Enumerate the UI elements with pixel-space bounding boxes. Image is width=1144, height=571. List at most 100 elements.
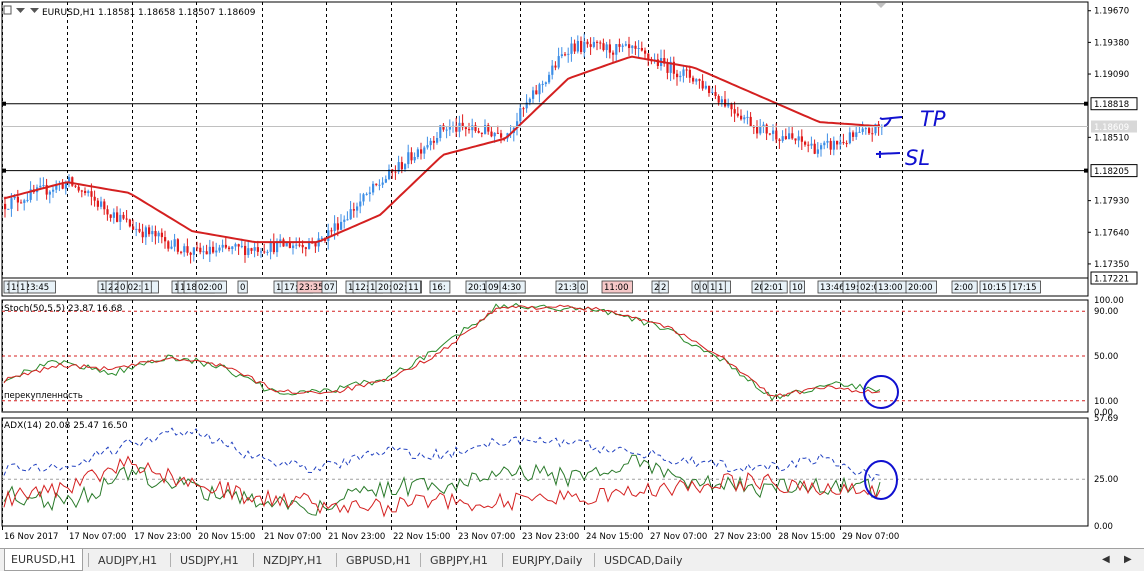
- tab-scroll-right-icon[interactable]: ▶: [1124, 554, 1132, 565]
- bull-candle: [855, 132, 858, 137]
- bull-candle: [621, 45, 624, 47]
- bull-candle: [439, 125, 442, 138]
- bear-candle: [628, 44, 631, 49]
- bull-candle: [320, 237, 323, 239]
- tab-eurusd-h1[interactable]: EURUSD,H1: [4, 549, 83, 571]
- hline-handle-icon: [2, 101, 6, 106]
- bull-candle: [541, 83, 544, 85]
- sl-bracket-drawing: [875, 151, 901, 158]
- bear-candle: [656, 59, 659, 66]
- x-axis-label: 16 Nov 2017: [4, 532, 58, 542]
- bear-candle: [352, 209, 355, 211]
- bull-candle: [266, 251, 269, 253]
- bear-candle: [164, 237, 167, 242]
- time-strip-label: 11: [408, 283, 419, 293]
- bear-candle: [756, 126, 759, 134]
- price-axis-label: 1.17350: [1094, 260, 1129, 270]
- bear-candle: [71, 177, 74, 186]
- bear-candle: [736, 113, 739, 116]
- bear-candle: [199, 247, 202, 253]
- stoch-main-line: [3, 302, 881, 402]
- time-strip-label: 1: [180, 283, 185, 293]
- bull-candle: [340, 221, 343, 230]
- bear-candle: [301, 244, 304, 248]
- bear-candle: [461, 122, 464, 128]
- bull-candle: [87, 191, 90, 194]
- adx-axis-label: 57.69: [1094, 414, 1118, 424]
- time-strip-label: 0: [580, 283, 585, 293]
- bear-candle: [477, 130, 480, 133]
- bear-candle: [96, 200, 99, 207]
- bull-candle: [874, 124, 877, 134]
- current-price-label: 1.18609: [1094, 123, 1129, 133]
- bear-candle: [618, 44, 621, 47]
- bull-candle: [538, 84, 541, 95]
- bear-candle: [125, 218, 128, 220]
- bear-candle: [45, 184, 48, 195]
- bull-candle: [820, 145, 823, 150]
- bull-candle: [260, 251, 263, 253]
- bear-candle: [77, 186, 80, 191]
- bear-candle: [455, 125, 458, 132]
- price-axis-label: 1.19670: [1094, 7, 1129, 17]
- tab-usdjpy-h1[interactable]: USDJPY,H1: [180, 554, 239, 567]
- time-strip-label: 4:30: [502, 283, 521, 293]
- bear-candle: [500, 133, 503, 138]
- bear-candle: [829, 140, 832, 150]
- bull-candle: [378, 184, 381, 186]
- bear-candle: [400, 162, 403, 170]
- tab-nzdjpy-h1[interactable]: NZDJPY,H1: [263, 554, 323, 567]
- bull-candle: [592, 41, 595, 47]
- tab-scroll-left-icon[interactable]: ◀: [1102, 554, 1110, 565]
- bull-candle: [615, 44, 618, 55]
- time-strip-label: 07: [324, 283, 335, 293]
- stoch-signal-line: [3, 304, 881, 398]
- bull-candle: [570, 43, 573, 54]
- time-strip-label: 16:: [432, 283, 446, 293]
- time-strip-box: [658, 280, 669, 294]
- bear-candle: [708, 85, 711, 93]
- bull-candle: [864, 128, 867, 130]
- price-axis-tag: [1090, 97, 1138, 111]
- x-axis-label: 27 Nov 07:00: [650, 532, 707, 542]
- tab-gbpjpy-h1[interactable]: GBPJPY,H1: [430, 554, 488, 567]
- bull-candle: [413, 156, 416, 161]
- bear-candle: [244, 245, 247, 256]
- tab-usdcad-daily[interactable]: USDCAD,Daily: [604, 554, 683, 567]
- time-strip-label: 10: [710, 283, 721, 293]
- tab-gbpusd-h1[interactable]: GBPUSD,H1: [346, 554, 411, 567]
- bull-candle: [10, 198, 13, 209]
- bear-candle: [791, 133, 794, 139]
- time-strip-label: 11:00: [604, 283, 629, 293]
- bear-candle: [186, 246, 189, 253]
- bull-candle: [519, 108, 522, 122]
- time-strip-label: 2:01: [764, 283, 783, 293]
- bull-candle: [365, 193, 368, 195]
- bear-candle: [845, 143, 848, 145]
- chart-canvas[interactable]: EURUSD,H1 1.18581 1.18658 1.18507 1.1860…: [0, 0, 1144, 548]
- bear-candle: [189, 252, 192, 255]
- bear-candle: [714, 92, 717, 96]
- minus-di-line: [3, 455, 881, 518]
- bear-candle: [196, 247, 199, 249]
- time-strip-box: [951, 280, 978, 294]
- time-strip-label: 13:00: [878, 283, 903, 293]
- tab-audjpy-h1[interactable]: AUDJPY,H1: [98, 554, 158, 567]
- bear-candle: [573, 43, 576, 52]
- bull-candle: [295, 244, 298, 246]
- bear-candle: [701, 80, 704, 89]
- bull-candle: [704, 85, 707, 89]
- bull-candle: [368, 192, 371, 194]
- time-strip-label: 10: [792, 283, 803, 293]
- tab-divider: [253, 553, 254, 567]
- bear-candle: [314, 243, 317, 247]
- time-strip-box: [1009, 280, 1041, 294]
- tab-eurjpy-daily[interactable]: EURJPY,Daily: [512, 554, 583, 567]
- bull-candle: [23, 200, 26, 203]
- bear-candle: [602, 43, 605, 51]
- bear-candle: [116, 212, 119, 222]
- time-strip-label: 1: [144, 283, 149, 293]
- bear-candle: [167, 241, 170, 249]
- bull-candle: [52, 189, 55, 192]
